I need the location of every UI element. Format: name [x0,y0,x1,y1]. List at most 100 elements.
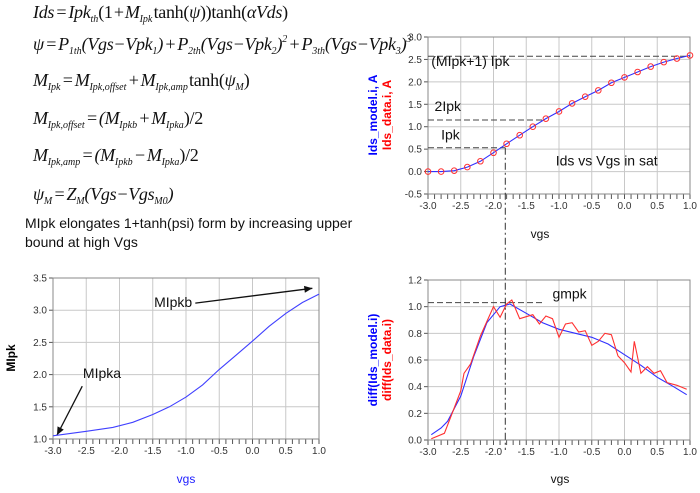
annotation-label: MIpkb [154,294,192,310]
equation-term: P [177,34,189,54]
equation-term: ψ [33,184,44,204]
y-axis-label: diff(Ids_data.i) [380,319,394,401]
y-tick-label: 0.6 [408,356,422,367]
x-tick-label: 1.0 [683,447,697,458]
data-point [555,108,563,115]
equation-2: ψ = P1th(Vgs−Vpk1) + P2th(Vgs−Vpk2)2 + P… [33,34,411,57]
equation-term: M [33,145,48,165]
equation-term: 3th [312,46,325,57]
y-tick-label: 2.5 [33,338,47,349]
equation-term: ) [282,2,288,22]
y-tick-label: 2.0 [408,77,422,88]
annotation-label: (MIpk+1) Ipk [431,53,510,69]
equation-3: MIpk = MIpk,offset + MIpk,amp tanh(ψM) [33,70,250,93]
equation-term: Ipk,amp [155,82,188,93]
x-tick-label: -1.0 [177,446,195,457]
data-point [647,63,655,70]
data-point [516,131,524,139]
equation-term: (Vgs−Vpk [81,34,153,54]
equation-1: Ids = Ipkth(1 + MIpk tanh(ψ))tanh(αVds) [33,2,288,25]
equation-term: αVds [246,2,283,22]
equation-term: (Vgs−Vpk [324,34,396,54]
data-point [542,115,550,122]
equation-term: − [132,145,147,165]
y-tick-label: 0.5 [408,145,422,156]
x-tick-label: 0.0 [246,446,260,457]
equation-term: ) + [157,34,178,54]
x-axis-label: vgs [177,472,196,486]
x-tick-label: -1.5 [518,201,536,212]
x-tick-label: 0.0 [618,201,632,212]
y-tick-label: 1.2 [408,276,422,287]
plot-frame [427,36,691,195]
equation-term: M [235,82,244,93]
chart-gm: -3.0 -2.5 -2.0 -1.5 -1.0 -0.5 0.0 0.5 1.0 0.0 0.2 0… [366,276,697,487]
data-point [673,55,681,62]
equation-term: Ipk,offset [47,120,85,131]
series-line-mipk [52,293,320,437]
equation-term: 1 [152,46,158,57]
equation-term: M [146,145,162,165]
plot-frame [52,277,320,440]
annotation-arrow [195,287,313,304]
equation-term: + [137,108,152,128]
chart-mipk: -3.0 -2.5 -2.0 -1.5 -1.0 -0.5 0.0 0.5 1.0 1.0 1.5 2… [4,274,326,487]
x-tick-label: -3.0 [419,447,437,458]
x-tick-label: -3.0 [44,446,62,457]
y-axis-label: diff(Ids_model.i) [366,314,380,407]
series-line-diff-ids-data-i- [431,299,687,440]
y-axis-label: Ids_model.i, A [366,74,380,155]
y-tick-label: 1.5 [408,100,422,111]
plot-frame [427,279,691,441]
equation-term: tanh( [152,2,190,22]
data-point [660,58,668,66]
x-tick-label: -1.0 [550,447,568,458]
data-point [490,149,497,157]
equation-term: Ipk [139,14,153,25]
x-tick-label: 0.5 [279,446,293,457]
arrow-head-icon [303,285,313,293]
x-tick-label: -2.0 [485,447,503,458]
y-tick-label: 0.2 [408,409,422,420]
equation-term: ) [167,184,174,204]
equation-term: M [100,145,115,165]
equation-term: M0 [154,196,168,207]
x-tick-label: -2.5 [452,447,470,458]
x-tick-label: 0.5 [650,447,664,458]
equation-term: (1 + [98,2,125,22]
equation-term: (Vgs−Vpk [200,34,272,54]
x-tick-label: -1.0 [550,201,568,212]
equation-term: Ipk,offset [89,82,127,93]
equation-term: + [287,34,302,54]
equation-term: ) [276,34,283,54]
y-tick-label: 0.0 [408,436,422,447]
x-tick-label: 0.0 [618,447,632,458]
equation-term: 3 [406,34,412,45]
equation-term: 3 [395,46,401,57]
y-tick-label: 3.0 [33,306,47,317]
equation-term: Ipka [166,120,184,131]
x-tick-label: -2.5 [78,446,96,457]
equation-term: M [74,70,90,90]
y-tick-label: 1.0 [33,435,47,446]
equation-term: = [60,70,75,90]
equation-term: Ipk [68,2,91,22]
data-point [634,68,641,76]
equation-6: ψM = ZM(Vgs−VgsM0) [33,184,174,207]
annotation-label: 2Ipk [435,98,462,114]
data-point [686,52,694,59]
data-point [529,123,537,131]
y-axis-label: Ids_data.i, A [380,80,394,151]
data-point [464,163,471,171]
y-tick-label: 3.0 [408,33,422,44]
chart-title: Ids vs Vgs in sat [556,153,658,169]
equation-term: (Vgs−Vgs [84,184,155,204]
equation-term: Ipkb [119,120,138,131]
equation-term: th [90,14,99,25]
equation-term: ) [400,34,407,54]
x-tick-label: -2.0 [485,201,503,212]
x-tick-label: -2.0 [111,446,129,457]
series-line-ids-model-i [428,54,691,173]
equation-term: Ipkb [114,157,133,168]
